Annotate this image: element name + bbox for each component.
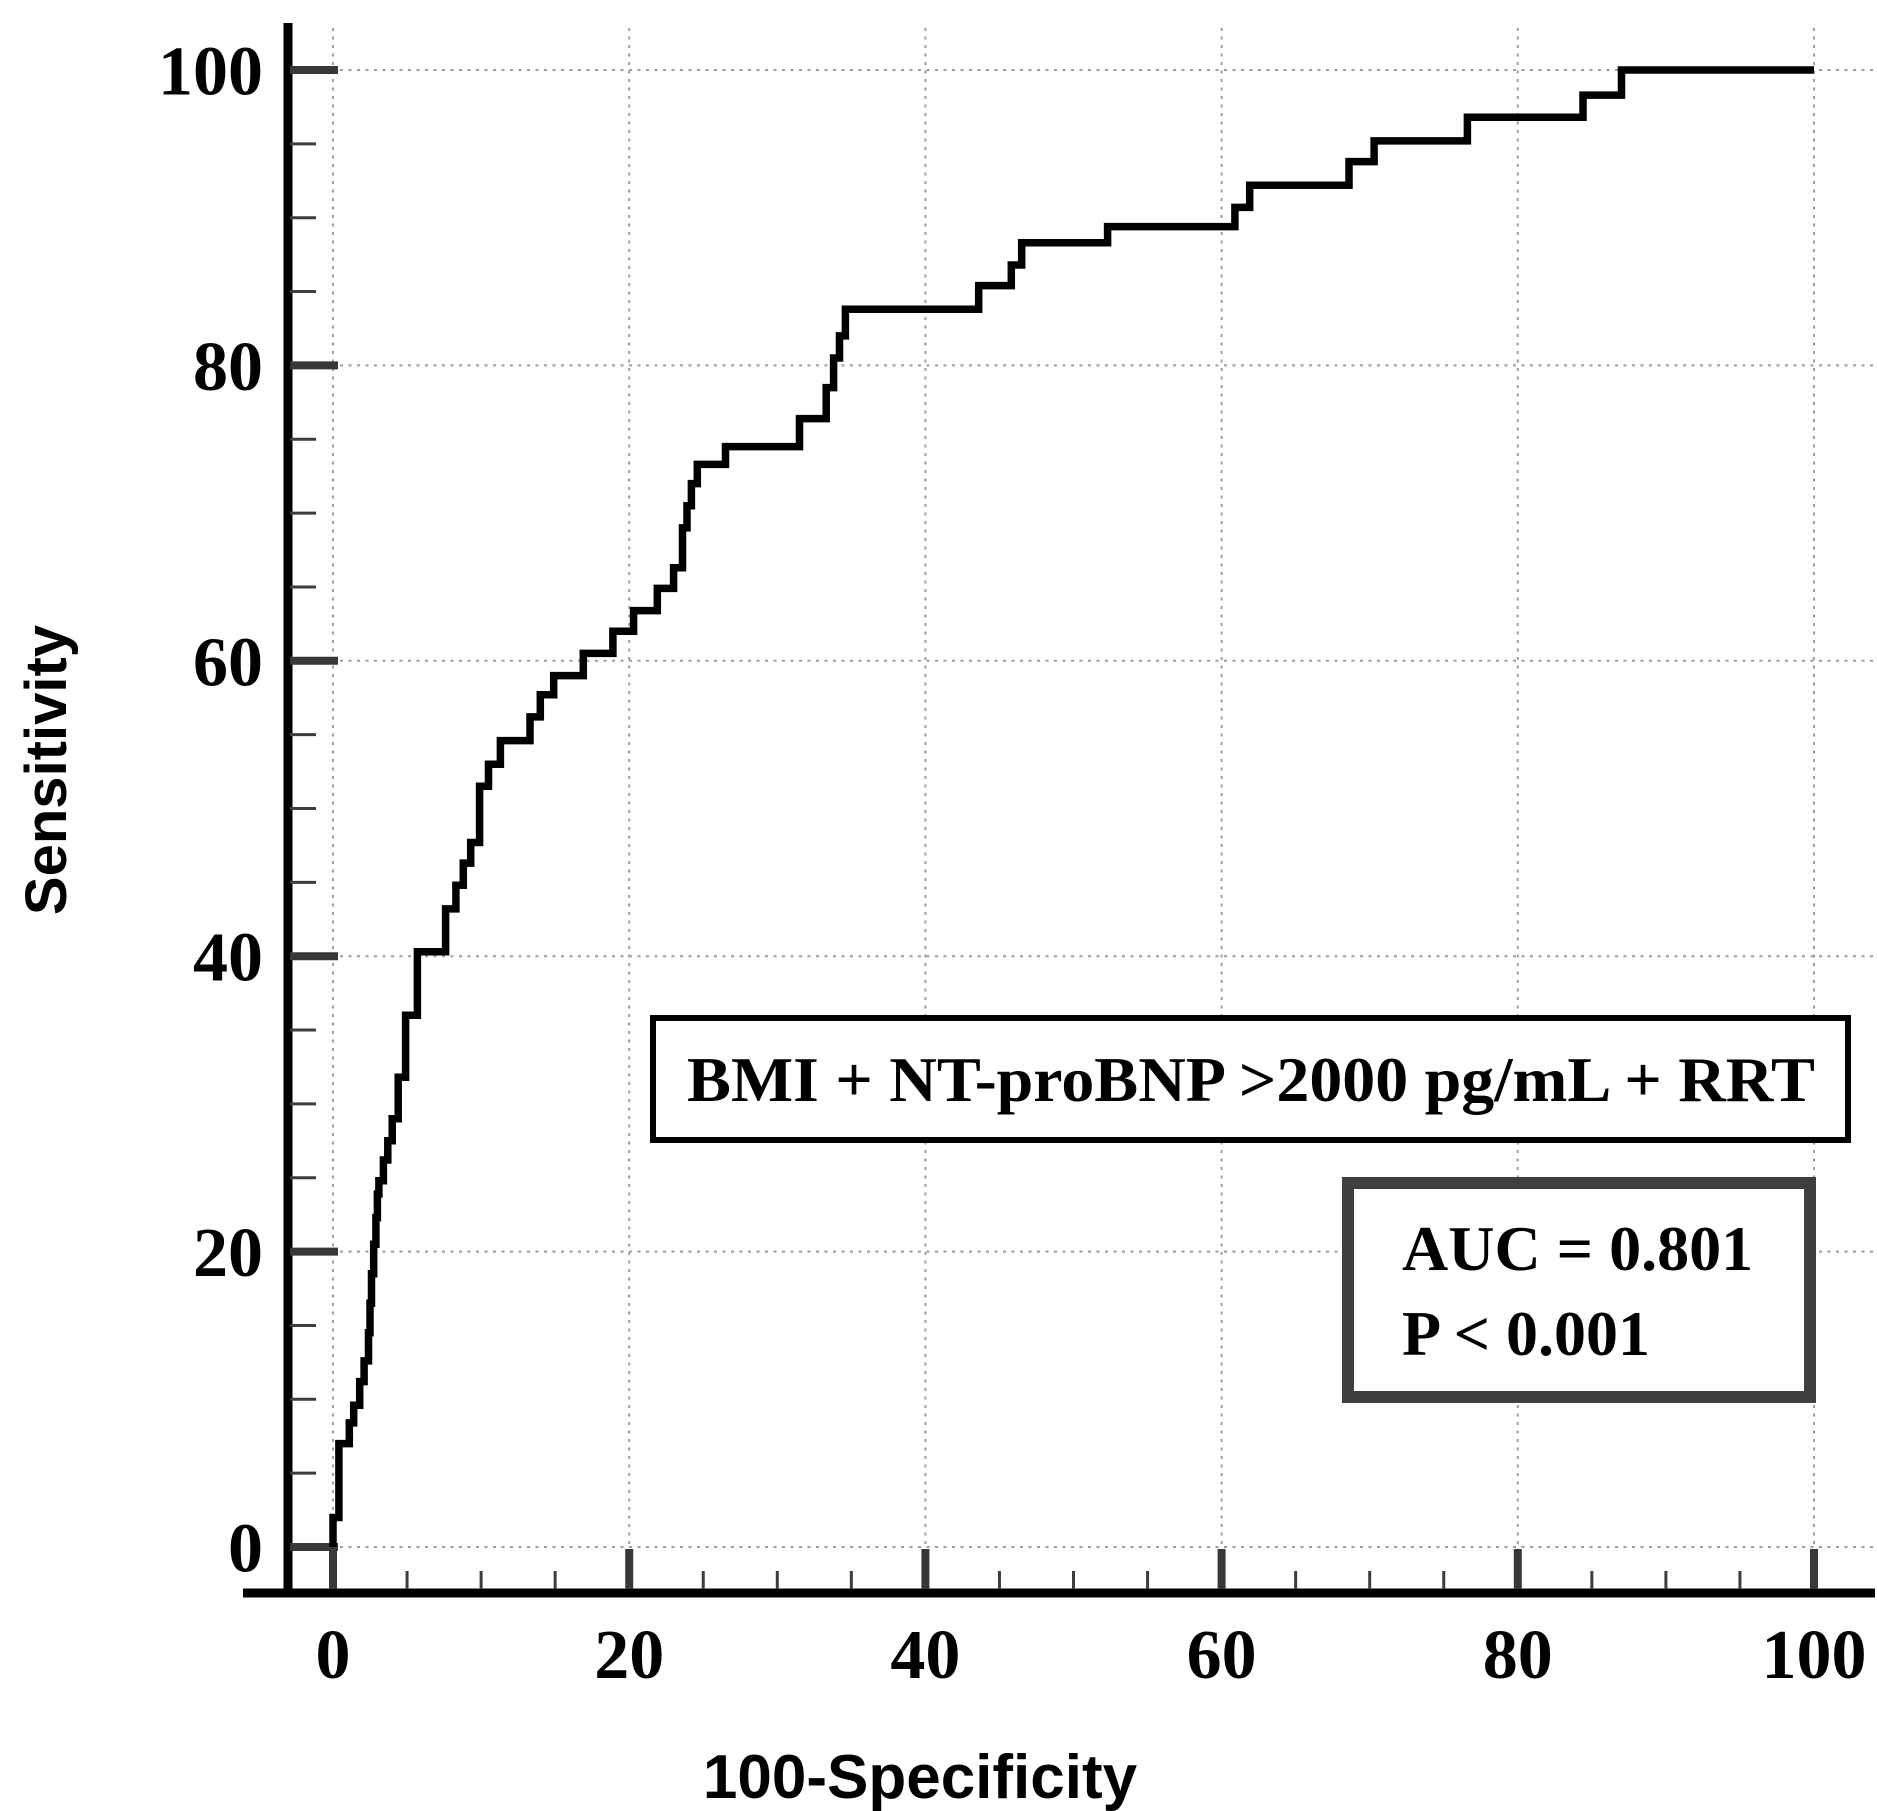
y-tick-label: 80	[193, 329, 263, 406]
y-tick-label: 20	[193, 1215, 263, 1292]
x-tick-label: 80	[1483, 1617, 1553, 1694]
y-tick-label: 60	[193, 624, 263, 701]
auc-value-label: AUC = 0.801	[1402, 1213, 1753, 1284]
gridlines	[332, 28, 1877, 1548]
roc-curve	[329, 66, 1814, 1547]
x-tick-label: 0	[316, 1617, 351, 1694]
y-tick-label: 0	[228, 1511, 263, 1588]
x-tick-label: 40	[890, 1617, 960, 1694]
model-label: BMI + NT-proBNP >2000 pg/mL + RRT	[687, 1044, 1815, 1115]
y-tick-label: 100	[158, 34, 263, 111]
axis-tick-labels: 0 20 40 60 80 100 0 20 40 60 80 100	[158, 34, 1867, 1695]
p-value-label: P < 0.001	[1402, 1298, 1650, 1369]
y-tick-label: 40	[193, 920, 263, 997]
auc-box-frame	[1342, 1177, 1816, 1403]
x-tick-label: 20	[594, 1617, 664, 1694]
axis-ticks	[290, 66, 1818, 1589]
y-axis-title: Sensitivity	[14, 625, 79, 915]
x-tick-label: 60	[1187, 1617, 1257, 1694]
auc-box: AUC = 0.801 P < 0.001	[1342, 1177, 1816, 1403]
x-axis-title: 100-Specificity	[703, 1743, 1138, 1811]
model-label-box: BMI + NT-proBNP >2000 pg/mL + RRT	[650, 1015, 1851, 1143]
x-tick-label: 100	[1762, 1617, 1867, 1694]
model-label-box-frame	[650, 1015, 1851, 1143]
